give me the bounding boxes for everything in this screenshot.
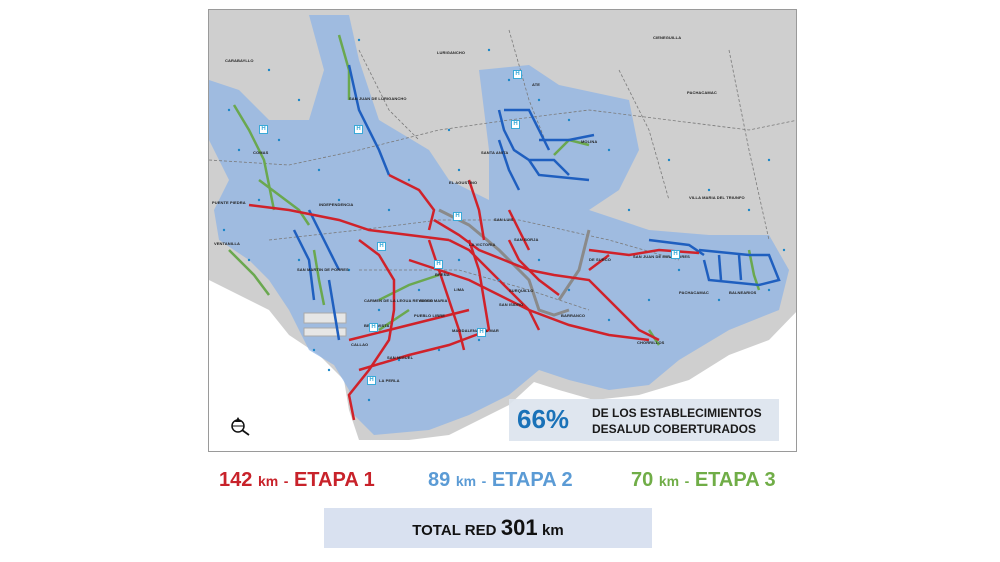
district-label: LURIGANCHO [437, 50, 466, 55]
hospital-icon: H [377, 242, 386, 251]
district-label: CARABAYLLO [225, 58, 254, 63]
district-label: SAN MIGUEL [387, 355, 414, 360]
airport [303, 312, 347, 337]
stage-km-value: 142 [219, 469, 253, 491]
compass-icon [228, 415, 252, 437]
stage-km-unit: km [257, 473, 279, 489]
district-label: PACHACAMAC [679, 290, 709, 295]
hospital-icon: H [434, 260, 443, 269]
district-label: PACHACAMAC [687, 90, 717, 95]
stage-label: ETAPA 3 [694, 469, 776, 491]
hospital-icon: H [354, 125, 363, 134]
hospital-icon: H [511, 120, 520, 129]
etapa1-lines [248, 173, 700, 421]
district-label: CIENEGUILLA [653, 35, 682, 40]
stage-separator: - [283, 473, 289, 489]
district-label: BALNEARIOS [729, 290, 757, 295]
hospital-icon: H [259, 125, 268, 134]
district-label: VENTANILLA [214, 241, 241, 246]
coverage-description: DE LOS ESTABLECIMIENTOS DESALUD COBERTUR… [592, 405, 762, 437]
district-label: COMAS [253, 150, 269, 155]
district-label: LA PERLA [379, 378, 400, 383]
stage-km-unit: km [455, 473, 477, 489]
district-label: SANTA ANITA [481, 150, 509, 155]
district-label: MOLINA [581, 139, 598, 144]
coverage-percent: 66% [517, 404, 570, 434]
district-label: LA VICTORIA [469, 242, 496, 247]
stage-label: ETAPA 1 [293, 469, 375, 491]
coverage-buffer [209, 15, 789, 435]
district-label: BARRANCO [561, 313, 586, 318]
hospital-icon: H [453, 212, 462, 221]
hospital-icon: H [513, 70, 522, 79]
stage-separator: - [481, 473, 487, 489]
district-label: DE SURCO [589, 257, 611, 262]
district-label: PUEBLO LIBRE [414, 313, 445, 318]
district-label: SAN JUAN DE LURIGANCHO [349, 96, 407, 101]
district-label: SAN JUAN DE MIRAFLORES [633, 254, 690, 259]
stage-separator: - [684, 473, 690, 489]
district-label: SAN LUIS [494, 217, 514, 222]
hospital-icon: H [671, 250, 680, 259]
stage-km-value: 89 [428, 469, 451, 491]
district-label: MAGDALENA DEL MAR [452, 328, 499, 333]
district-label: PUENTE PIEDRA [212, 200, 246, 205]
network-map: CARABAYLLO LURIGANCHO CIENEGUILLA SAN JU… [208, 9, 797, 452]
hospital-icon: H [367, 376, 376, 385]
total-network-box: TOTAL RED 301 km [324, 508, 652, 548]
stage-label: ETAPA 2 [491, 469, 573, 491]
coverage-line-1: DE LOS ESTABLECIMIENTOS [592, 406, 762, 420]
district-label: LIMA [454, 287, 465, 292]
district-label: SAN BORJA [514, 237, 539, 242]
stage-2-legend: 89 km - ETAPA 2 [428, 469, 573, 492]
district-label: EL AGUSTINO [449, 180, 478, 185]
district-label: SAN ISIDRO [499, 302, 524, 307]
district-label: CALLAO [351, 342, 369, 347]
total-value: 301 [500, 515, 538, 540]
district-label: BREÑA [435, 272, 450, 277]
stage-km-value: 70 [631, 469, 654, 491]
total-unit: km [542, 522, 564, 539]
hospital-icon: H [369, 323, 378, 332]
stage-km-unit: km [658, 473, 680, 489]
district-label: INDEPENDENCIA [319, 202, 354, 207]
facility-dots [222, 38, 786, 402]
map-canvas [209, 10, 796, 451]
coverage-callout: 66% DE LOS ESTABLECIMIENTOS DESALUD COBE… [509, 399, 779, 441]
hospital-icon: H [477, 328, 486, 337]
district-label: ATE [532, 82, 541, 87]
stage-1-legend: 142 km - ETAPA 1 [219, 469, 375, 492]
district-label: VILLA MARIA DEL TRIUNFO [689, 195, 745, 200]
district-label: JESUS MARIA [419, 298, 448, 303]
highways [438, 208, 591, 317]
district-boundaries [209, 29, 796, 311]
coverage-line-2: DESALUD COBERTURADOS [592, 422, 757, 436]
district-label: CHORRILLOS [637, 340, 665, 345]
district-label: SAN MARTIN DE PORRES [297, 267, 349, 272]
total-prefix: TOTAL RED [412, 522, 497, 539]
district-label: SURQUILLO [509, 288, 534, 293]
stage-3-legend: 70 km - ETAPA 3 [631, 469, 776, 492]
district-label: CARMEN DE LA LEGUA REYNOSO [364, 298, 434, 303]
etapa2-lines [292, 64, 781, 341]
